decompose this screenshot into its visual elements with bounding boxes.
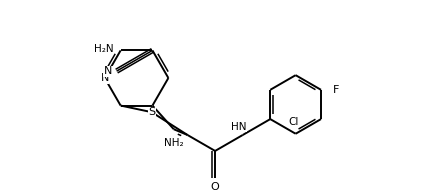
Text: HN: HN bbox=[231, 122, 247, 132]
Text: S: S bbox=[148, 107, 155, 117]
Text: H₂N: H₂N bbox=[94, 43, 114, 54]
Text: NH₂: NH₂ bbox=[164, 139, 184, 148]
Text: F: F bbox=[333, 85, 339, 95]
Text: Cl: Cl bbox=[289, 117, 299, 127]
Text: N: N bbox=[101, 73, 109, 83]
Text: O: O bbox=[211, 182, 219, 192]
Text: N: N bbox=[104, 66, 112, 76]
